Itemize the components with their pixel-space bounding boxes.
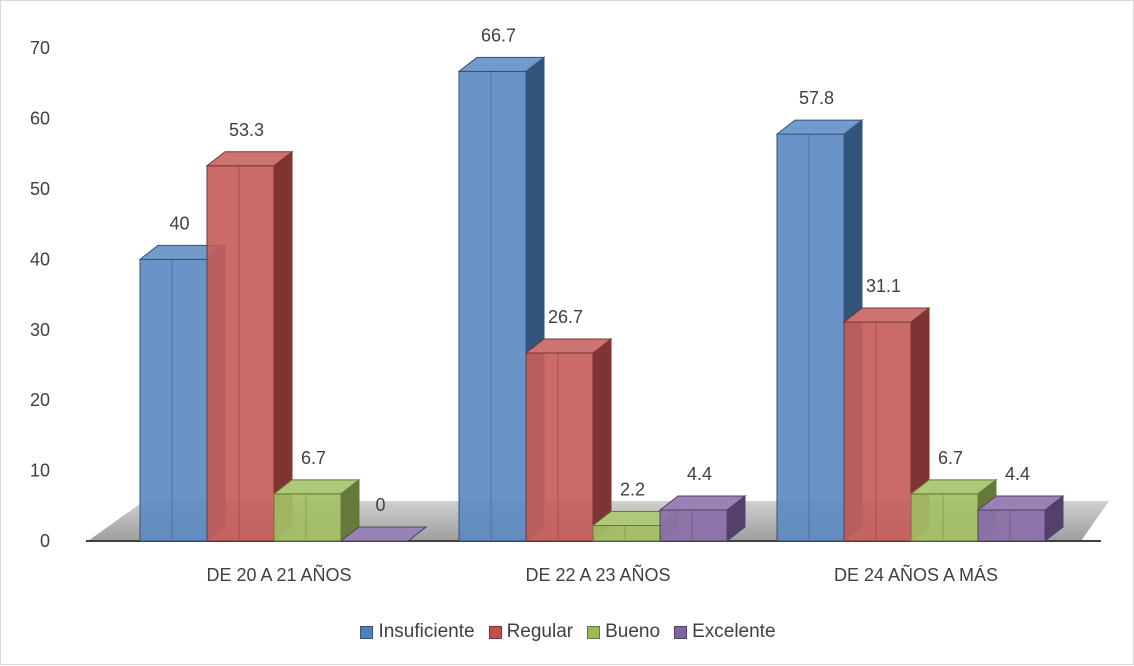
- data-label: 0: [375, 495, 385, 515]
- y-tick-label: 50: [30, 179, 50, 199]
- bar-front: [206, 165, 275, 542]
- legend: Insuficiente Regular Bueno Excelente: [1, 621, 1134, 643]
- data-label: 40: [169, 213, 189, 233]
- bar-front: [910, 493, 979, 542]
- bar-top: [205, 151, 294, 167]
- bar-front: [458, 70, 527, 542]
- data-label: 6.7: [301, 448, 326, 468]
- legend-label: Regular: [506, 621, 574, 642]
- data-labels: 40 53.3 6.7 0 66.7 26.7 2.2 4.4 57.8 31.1 6.7 4.4: [169, 25, 1030, 515]
- bar-top: [976, 495, 1065, 511]
- legend-label: Excelente: [692, 621, 776, 642]
- data-label: 26.7: [548, 307, 583, 327]
- legend-swatch: [488, 625, 502, 639]
- bar-top: [842, 307, 931, 323]
- bar: [524, 338, 613, 543]
- bar: [976, 495, 1065, 543]
- legend-swatch: [360, 625, 374, 639]
- y-tick-label: 30: [30, 320, 50, 340]
- bar: [457, 56, 546, 543]
- data-label: 57.8: [799, 88, 834, 108]
- y-tick-label: 10: [30, 461, 50, 481]
- legend-item: Excelente: [674, 621, 776, 643]
- legend-item: Regular: [488, 621, 574, 643]
- bar: [205, 150, 294, 543]
- data-label: 6.7: [938, 448, 963, 468]
- bar-top: [457, 56, 546, 72]
- y-tick-label: 60: [30, 109, 50, 129]
- data-label: 66.7: [481, 25, 516, 45]
- legend-swatch: [587, 625, 601, 639]
- bar-front: [776, 133, 845, 542]
- bar: [339, 526, 428, 542]
- bar-side: [592, 338, 612, 543]
- y-tick-label: 70: [30, 38, 50, 58]
- category-label: DE 24 AÑOS A MÁS: [834, 564, 998, 585]
- bar: [658, 495, 747, 543]
- y-tick-label: 0: [40, 531, 50, 551]
- bar-top: [339, 526, 428, 542]
- bar-front: [592, 525, 661, 542]
- bar-front: [525, 352, 594, 542]
- y-tick-label: 20: [30, 390, 50, 410]
- category-label: DE 20 A 21 AÑOS: [206, 564, 351, 585]
- data-label: 2.2: [620, 480, 645, 500]
- bar-top: [272, 479, 361, 495]
- legend-item: Bueno: [587, 621, 660, 643]
- legend-item: Insuficiente: [360, 621, 475, 643]
- bar-front: [273, 493, 342, 542]
- bar-group: [138, 56, 1065, 543]
- data-label: 4.4: [1005, 464, 1030, 484]
- data-label: 53.3: [229, 120, 264, 140]
- data-label: 31.1: [866, 276, 901, 296]
- x-axis: DE 20 A 21 AÑOS DE 22 A 23 AÑOS DE 24 AÑOS…: [206, 564, 998, 585]
- bar-top: [909, 479, 998, 495]
- bar-front: [977, 509, 1046, 542]
- bar-front: [843, 321, 912, 542]
- bar-front: [659, 509, 728, 542]
- legend-label: Insuficiente: [378, 621, 475, 642]
- bar: [272, 478, 361, 543]
- bar-top: [775, 119, 864, 135]
- data-label: 4.4: [687, 464, 712, 484]
- y-tick-label: 40: [30, 249, 50, 269]
- legend-label: Bueno: [605, 621, 661, 642]
- category-label: DE 22 A 23 AÑOS: [525, 564, 670, 585]
- bar-top: [658, 495, 747, 511]
- bar-top: [524, 338, 613, 354]
- legend-swatch: [674, 625, 688, 639]
- bar-front: [139, 258, 208, 542]
